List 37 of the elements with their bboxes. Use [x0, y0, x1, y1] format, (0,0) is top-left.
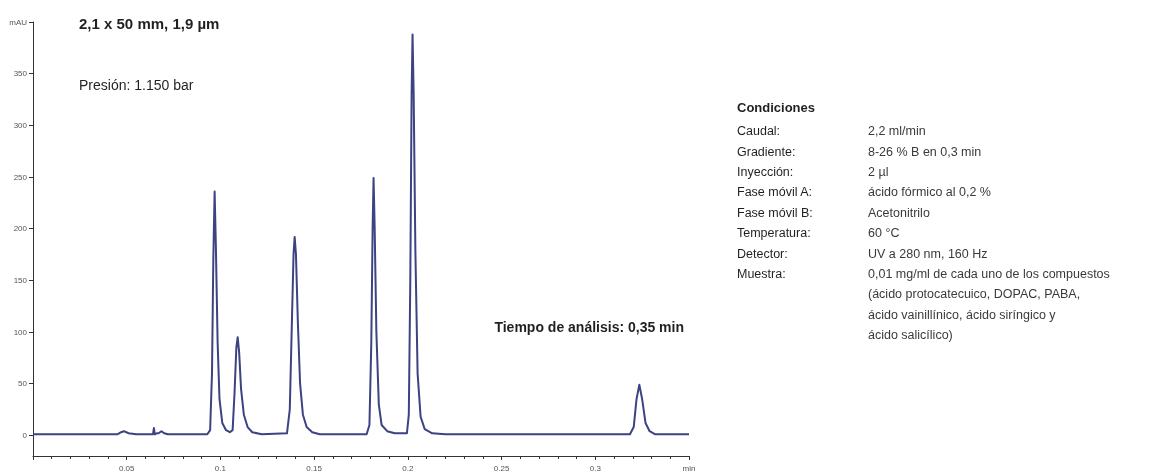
x-tick-label: min	[682, 463, 696, 473]
y-tick-label: 50	[18, 379, 28, 389]
y-tick-label: 300	[13, 120, 28, 130]
line-series	[32, 33, 690, 436]
text: Gradiente:	[737, 144, 796, 159]
text: Caudal:	[737, 124, 781, 139]
annotation: Tiempo de análisis: 0,35 min	[494, 319, 685, 335]
y-tick-label: 200	[13, 224, 28, 234]
text: UV a 280 nm, 160 Hz	[868, 246, 988, 261]
y-tick-label: 350	[13, 69, 28, 79]
y-tick-label: 250	[13, 172, 28, 182]
y-tick-label: 100	[13, 327, 28, 337]
x-tick-label: 0.2	[402, 463, 414, 473]
y-tick-label: 150	[13, 275, 28, 285]
text: Inyección:	[737, 165, 794, 179]
text: 2 µl	[868, 165, 889, 179]
x-tick-label: 0.25	[493, 463, 510, 473]
text: 2,2 ml/min	[868, 124, 926, 139]
chart-title: 2,1 x 50 mm, 1,9 µm	[79, 15, 220, 32]
text: 8-26 % B en 0,3 min	[868, 144, 982, 159]
text: Condiciones	[737, 100, 816, 115]
text: 60 °C	[868, 226, 900, 241]
text: Temperatura:	[737, 226, 811, 241]
y-tick-label: 0	[22, 430, 28, 440]
x-tick-label: 0.05	[118, 463, 136, 473]
x-tick-label: 0.3	[589, 463, 602, 473]
text: Detector:	[737, 246, 788, 261]
text: Fase móvil A:	[737, 185, 813, 200]
text: ácido fórmico al 0,2 %	[868, 185, 991, 200]
text: 0,01 mg/ml de cada uno de los compuestos (ácido protocatecuico, DOPAC, PABA, ácido vainillínico, ácido siríngico y ácido salicílico)	[868, 267, 1114, 343]
text: Fase móvil B:	[737, 205, 813, 220]
x-tick-label: 0.15	[306, 463, 323, 473]
text: Muestra:	[737, 267, 786, 281]
y-tick-label: mAU	[9, 17, 28, 27]
text: Acetonitrilo	[868, 205, 930, 220]
x-tick-label: 0.1	[214, 463, 227, 473]
annotation: Presión: 1.150 bar	[79, 77, 194, 93]
